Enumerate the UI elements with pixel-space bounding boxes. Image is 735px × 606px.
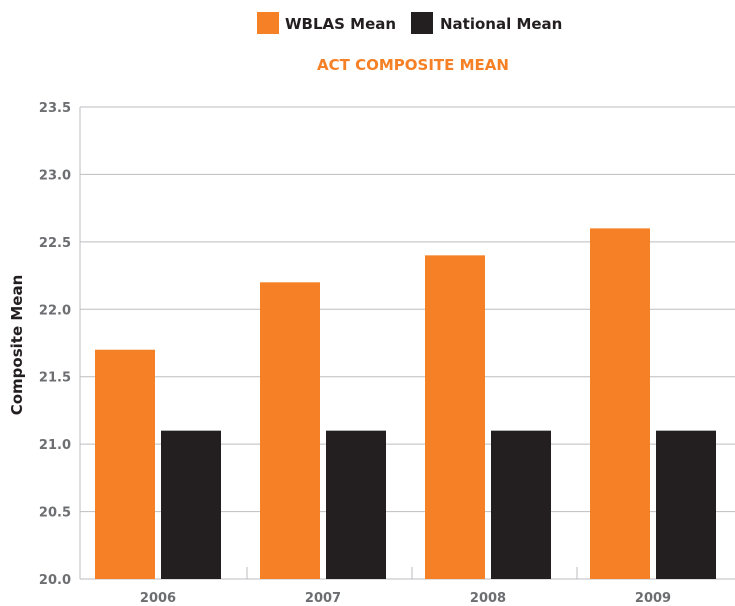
- y-axis-title: Composite Mean: [8, 275, 26, 416]
- chart-title: ACT COMPOSITE MEAN: [317, 56, 509, 74]
- bar-wblas-mean-2009: [590, 228, 650, 579]
- y-tick-label: 23.0: [39, 168, 71, 183]
- x-tick-label: 2008: [470, 591, 506, 606]
- legend-label-national: National Mean: [440, 15, 562, 33]
- bar-national-mean-2008: [491, 430, 551, 579]
- x-tick-label: 2009: [635, 591, 671, 606]
- legend-swatch-wblas: [257, 12, 279, 34]
- legend-swatch-national: [411, 12, 433, 34]
- y-tick-label: 20.5: [39, 506, 71, 521]
- y-tick-label: 21.0: [39, 438, 71, 453]
- x-axis-ticks: 2006 2007 2008 2009: [140, 567, 671, 606]
- bar-national-mean-2009: [656, 430, 716, 579]
- bars: [95, 228, 716, 580]
- bar-wblas-mean-2006: [95, 349, 155, 579]
- bar-national-mean-2006: [161, 430, 221, 579]
- y-tick-label: 22.5: [39, 236, 71, 251]
- legend: WBLAS Mean National Mean: [257, 12, 562, 34]
- y-tick-label: 21.5: [39, 371, 71, 386]
- bar-national-mean-2007: [326, 430, 386, 579]
- y-tick-label: 20.0: [39, 573, 71, 588]
- y-tick-label: 22.0: [39, 303, 71, 318]
- bar-wblas-mean-2008: [425, 255, 485, 580]
- x-tick-label: 2007: [305, 591, 341, 606]
- y-axis-ticks: 20.0 20.5 21.0 21.5 22.0 22.5 23.0 23.5: [39, 101, 71, 588]
- x-tick-label: 2006: [140, 591, 176, 606]
- y-tick-label: 23.5: [39, 101, 71, 116]
- bar-wblas-mean-2007: [260, 282, 320, 579]
- legend-label-wblas: WBLAS Mean: [285, 15, 396, 33]
